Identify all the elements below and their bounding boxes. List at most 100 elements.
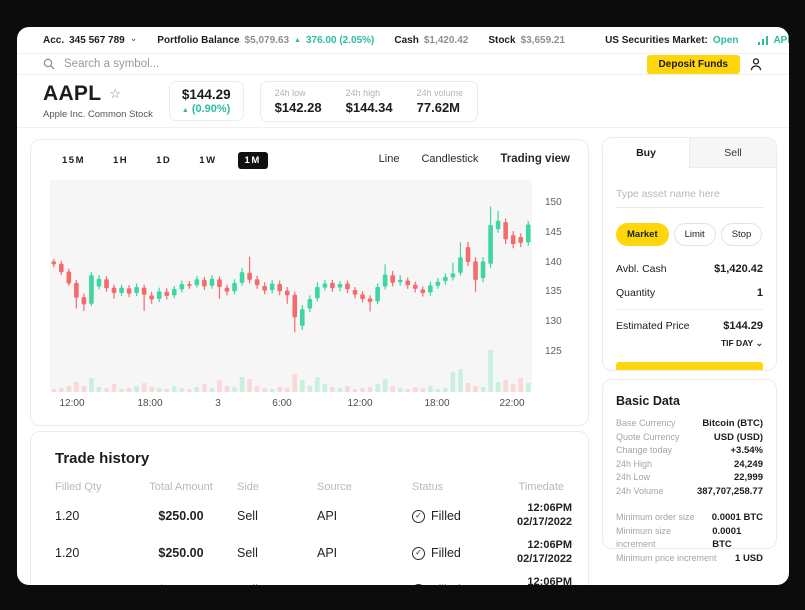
- trade-amount: $250.00: [158, 509, 204, 523]
- order-type-stop[interactable]: Stop: [720, 223, 763, 246]
- stat-value: $144.34: [345, 99, 393, 115]
- chart-card: 15M 1H 1D 1W 1M Line Candlestick Trading vie…: [30, 139, 589, 426]
- review-order-button[interactable]: Review Order: [616, 362, 763, 370]
- trade-source: API: [317, 546, 338, 560]
- stat-label: 24h high: [345, 87, 381, 98]
- daily-stats-card: 24h low $142.28 24h high $144.34 24h vol…: [259, 80, 479, 122]
- basic-data-row: Minimum order size 0.0001 BTC: [616, 511, 763, 525]
- trade-history-body: 1.20 $250.00 Sell API ✓ Filled 12:06PM 02/17/20…: [55, 502, 572, 585]
- stat-24h-volume: 24h volume 77.62M: [417, 88, 464, 115]
- trade-side: Sell: [237, 546, 258, 560]
- row-value: USD (USD): [713, 431, 763, 443]
- estimated-price-value: $144.29: [723, 320, 763, 332]
- tab-buy[interactable]: Buy: [603, 138, 689, 168]
- tab-sell[interactable]: Sell: [689, 138, 776, 168]
- candlestick-chart[interactable]: [50, 180, 532, 392]
- column-header-source: Source: [317, 481, 352, 493]
- trade-side: Sell: [237, 583, 317, 585]
- quantity-label: Quantity: [616, 287, 656, 299]
- row-value: Bitcoin (BTC): [702, 418, 763, 429]
- price-card: $144.29 ▲ (0.90%): [168, 81, 244, 121]
- y-tick: 125: [545, 346, 562, 357]
- deposit-funds-button[interactable]: Deposit Funds: [646, 54, 740, 74]
- basic-data-rows: Base Currency Bitcoin (BTC) Quote Currency…: [616, 417, 763, 498]
- cash-label: Cash: [394, 34, 419, 46]
- trade-status: ✓ Filled: [412, 546, 517, 560]
- search-input[interactable]: [64, 58, 638, 70]
- stock-balance: Stock $3,659.21: [488, 35, 565, 46]
- portfolio-value: $5,079.63: [244, 34, 290, 46]
- basic-data-row: Minimum size increment 0.0001 BTC: [616, 525, 763, 552]
- search-icon: [43, 58, 55, 70]
- view-trading-view[interactable]: Trading view: [500, 153, 570, 165]
- trade-time: 12:06PM: [527, 539, 573, 552]
- basic-data-row: Minimum price increment 1 USD: [616, 552, 763, 566]
- trade-qty: 1.20: [55, 509, 80, 523]
- up-arrow-icon: ▲: [294, 36, 301, 44]
- favorite-star-icon[interactable]: ☆: [109, 86, 122, 101]
- quantity-value[interactable]: 1: [756, 287, 763, 299]
- x-tick: 12:00: [59, 398, 85, 409]
- row-value: 0.0001 BTC: [711, 512, 763, 523]
- cash-value: $1,420.42: [423, 34, 469, 46]
- row-label: Base Currency: [616, 418, 676, 428]
- timeframe-1h[interactable]: 1H: [106, 152, 135, 169]
- current-price: $144.29: [181, 87, 231, 102]
- trade-amount: $250.00: [125, 583, 237, 585]
- timeframe-1w[interactable]: 1W: [192, 152, 223, 169]
- order-type-group: MarketLimitStopStop LimitTrailing Stop: [616, 223, 763, 246]
- search-bar: Deposit Funds: [17, 54, 789, 75]
- tif-selector[interactable]: TIF DAY ⌄: [616, 338, 763, 348]
- price-change: ▲ (0.90%): [182, 103, 231, 115]
- basic-data-row: 24h Low 22,999: [616, 471, 763, 485]
- basic-data-row: Base Currency Bitcoin (BTC): [616, 417, 763, 431]
- table-row[interactable]: 1.20$250.00SellAPI✓Filled12:06PM02/17/20…: [55, 576, 572, 585]
- basic-data-row: Quote Currency USD (USD): [616, 431, 763, 445]
- account-selector[interactable]: Acc. 345 567 789 ⌄: [43, 32, 138, 46]
- stat-value: $142.28: [274, 99, 322, 115]
- row-label: Quote Currency: [616, 431, 680, 442]
- row-label: 24h Low: [616, 472, 651, 482]
- order-type-limit[interactable]: Limit: [673, 223, 716, 246]
- timeframe-1d[interactable]: 1D: [149, 152, 178, 169]
- chevron-down-icon: ⌄: [129, 32, 138, 43]
- filled-check-icon: ✓: [412, 509, 425, 523]
- api-status[interactable]: API Status: [758, 35, 789, 46]
- divider: [616, 309, 763, 310]
- x-tick: 12:00: [347, 398, 373, 409]
- trade-time: 12:06PM: [527, 502, 573, 515]
- basic-data-row: Change today +3.54%: [616, 444, 763, 458]
- symbol-header: AAPL ☆ Apple Inc. Common Stock $144.29 ▲…: [17, 75, 789, 128]
- status-text: Filled: [431, 583, 461, 585]
- row-label: Minimum order size: [616, 512, 695, 522]
- row-value: 22,999: [733, 472, 763, 483]
- trade-history-card: Trade history Filled Qty Total Amount Side…: [30, 431, 589, 585]
- quantity-row: Quantity 1: [616, 287, 763, 299]
- row-value: 1 USD: [735, 552, 763, 564]
- timeframe-15m[interactable]: 15M: [55, 152, 92, 169]
- asset-name-input[interactable]: [616, 182, 763, 208]
- account-number: 345 567 789: [69, 34, 125, 46]
- stat-value: 77.62M: [416, 99, 461, 115]
- order-type-market[interactable]: Market: [616, 223, 669, 246]
- timeframe-1m[interactable]: 1M: [237, 151, 268, 169]
- view-candlestick[interactable]: Candlestick: [421, 153, 479, 165]
- basic-data-card: Basic Data Base Currency Bitcoin (BTC) Quo…: [602, 379, 777, 564]
- trade-history-title: Trade history: [55, 450, 150, 467]
- row-label: Minimum size increment: [616, 525, 672, 550]
- stat-24h-high: 24h high $144.34: [346, 88, 393, 115]
- user-profile-icon[interactable]: [749, 57, 763, 71]
- app-window: Acc. 345 567 789 ⌄ Portfolio Balance $5,…: [17, 27, 789, 585]
- trade-side: Sell: [237, 509, 258, 523]
- x-tick: 22:00: [499, 398, 525, 409]
- trade-history-header: Filled Qty Total Amount Side Source Status Ti…: [55, 481, 564, 493]
- stock-label: Stock: [488, 34, 516, 46]
- timeframe-group: 15M 1H 1D 1W 1M: [55, 150, 282, 169]
- view-line[interactable]: Line: [378, 153, 400, 165]
- y-axis-labels: 150 145 140 135 130 125: [539, 180, 579, 392]
- row-value: 24,249: [733, 458, 763, 470]
- x-tick: 18:00: [424, 398, 450, 409]
